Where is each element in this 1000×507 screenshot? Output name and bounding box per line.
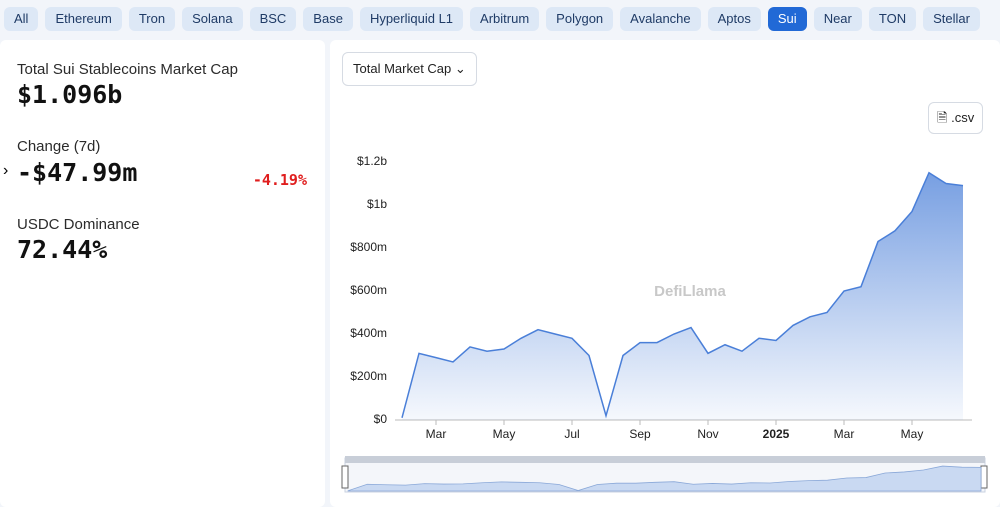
dropdown-label: Total Market Cap xyxy=(353,61,452,76)
watermark: DefiLlama xyxy=(654,283,726,300)
minimap-handle[interactable] xyxy=(980,465,988,489)
csv-button[interactable]: 🗎 .csv xyxy=(928,102,984,134)
y-tick-label: $800m xyxy=(350,240,387,254)
tab[interactable]: Avalanche xyxy=(620,7,701,31)
tab[interactable]: Tron xyxy=(128,7,176,31)
tab[interactable]: TON xyxy=(868,7,917,31)
x-tick-label: Mar xyxy=(834,427,855,441)
y-tick-label: $200m xyxy=(350,369,387,383)
stats-panel: Total Sui Stablecoins Market Cap $1.096b… xyxy=(0,40,325,507)
tab[interactable]: All xyxy=(4,7,39,31)
tab[interactable]: Aptos xyxy=(707,7,761,31)
x-tick-label: Nov xyxy=(697,427,718,441)
y-tick-label: $400m xyxy=(350,326,387,340)
stat-label: Change (7d) xyxy=(17,138,101,155)
tab-bar: All Ethereum Tron Solana BSC Base Hyperliquid … xyxy=(4,7,980,31)
area xyxy=(402,172,963,420)
x-tick-label: Mar xyxy=(426,427,447,441)
dropdown[interactable]: Total Market Cap ⌄ xyxy=(342,52,477,86)
tab[interactable]: BSC xyxy=(249,7,297,31)
line xyxy=(401,171,964,419)
x-tick-label: 2025 xyxy=(763,427,790,441)
minimap-area xyxy=(347,465,982,492)
stat-label: Total Sui Stablecoins Market Cap xyxy=(17,61,238,78)
tab[interactable]: Sui xyxy=(767,7,807,31)
minimap-handle[interactable] xyxy=(341,465,349,489)
tab[interactable]: Hyperliquid L1 xyxy=(359,7,464,31)
y-tick-label: $1.2b xyxy=(357,154,387,168)
y-tick-label: $0 xyxy=(374,412,388,426)
expand-icon[interactable]: › xyxy=(3,162,9,179)
x-tick-label: May xyxy=(493,427,516,441)
tab[interactable]: Arbitrum xyxy=(470,7,540,31)
x-tick-label: Sep xyxy=(629,427,651,441)
stat-value: 72.44% xyxy=(17,235,108,264)
csv-label: .csv xyxy=(951,110,975,125)
stat-value: -$47.99m xyxy=(17,158,138,187)
tab[interactable]: Ethereum xyxy=(45,7,122,31)
tab[interactable]: Polygon xyxy=(546,7,614,31)
tab[interactable]: Base xyxy=(303,7,353,31)
stat-label: USDC Dominance xyxy=(17,216,140,233)
x-tick-label: May xyxy=(901,427,924,441)
y-tick-label: $1b xyxy=(367,197,387,211)
tab[interactable]: Solana xyxy=(182,7,243,31)
stat-percent: -4.19% xyxy=(252,171,307,189)
stat-value: $1.096b xyxy=(17,80,123,109)
minimap-handle-bar[interactable] xyxy=(345,456,985,463)
tab[interactable]: Stellar xyxy=(923,7,980,31)
tab[interactable]: Near xyxy=(813,7,862,31)
y-tick-label: $600m xyxy=(350,283,387,297)
x-tick-label: Jul xyxy=(564,427,579,441)
